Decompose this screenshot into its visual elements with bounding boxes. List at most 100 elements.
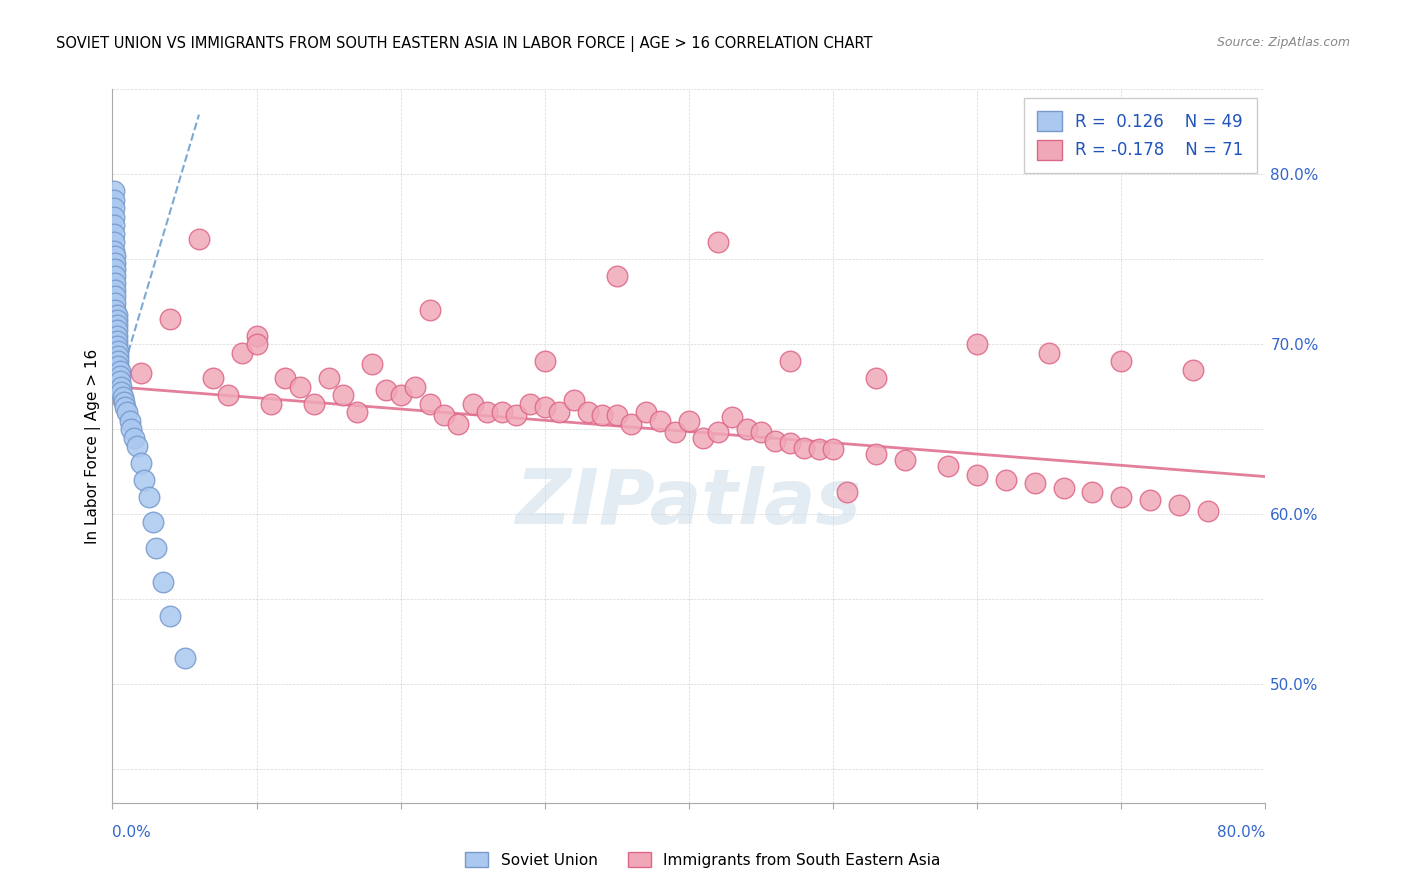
Point — [202, 371, 225, 385]
Point — [103, 218, 125, 232]
Point — [103, 210, 125, 224]
Point — [706, 235, 728, 249]
Point — [375, 383, 398, 397]
Point — [103, 227, 125, 241]
Point — [706, 425, 728, 440]
Point — [592, 409, 614, 423]
Text: 80.0%: 80.0% — [1218, 825, 1265, 840]
Point — [245, 328, 267, 343]
Point — [865, 448, 887, 462]
Point — [1182, 362, 1205, 376]
Point — [145, 541, 167, 555]
Point — [104, 283, 127, 297]
Point — [105, 308, 128, 322]
Point — [260, 396, 283, 410]
Point — [142, 516, 165, 530]
Point — [115, 405, 138, 419]
Point — [125, 439, 148, 453]
Point — [108, 375, 131, 389]
Point — [419, 396, 441, 410]
Point — [318, 371, 340, 385]
Point — [122, 430, 145, 444]
Point — [107, 359, 129, 373]
Point — [793, 441, 815, 455]
Point — [749, 425, 772, 440]
Point — [188, 232, 211, 246]
Point — [606, 269, 628, 284]
Point — [1111, 490, 1133, 504]
Point — [111, 390, 134, 404]
Point — [995, 473, 1018, 487]
Point — [634, 405, 657, 419]
Point — [936, 459, 959, 474]
Point — [692, 430, 714, 444]
Point — [606, 409, 628, 423]
Point — [105, 323, 128, 337]
Point — [533, 400, 555, 414]
Text: ZIPatlas: ZIPatlas — [516, 467, 862, 540]
Point — [346, 405, 368, 419]
Point — [433, 409, 456, 423]
Point — [159, 608, 181, 623]
Point — [404, 379, 426, 393]
Point — [360, 358, 382, 372]
Y-axis label: In Labor Force | Age > 16: In Labor Force | Age > 16 — [86, 349, 101, 543]
Point — [1052, 482, 1074, 496]
Point — [129, 366, 153, 380]
Point — [332, 388, 354, 402]
Point — [104, 289, 127, 303]
Text: SOVIET UNION VS IMMIGRANTS FROM SOUTH EASTERN ASIA IN LABOR FORCE | AGE > 16 COR: SOVIET UNION VS IMMIGRANTS FROM SOUTH EA… — [56, 36, 873, 52]
Point — [1197, 503, 1219, 517]
Point — [548, 405, 571, 419]
Point — [103, 244, 125, 258]
Point — [807, 442, 830, 457]
Point — [576, 405, 599, 419]
Point — [475, 405, 498, 419]
Text: 0.0%: 0.0% — [112, 825, 152, 840]
Point — [664, 425, 686, 440]
Point — [894, 452, 917, 467]
Point — [837, 484, 859, 499]
Point — [108, 364, 131, 378]
Point — [505, 409, 527, 423]
Point — [105, 328, 128, 343]
Point — [129, 456, 153, 470]
Point — [721, 410, 744, 425]
Point — [104, 269, 127, 284]
Text: Source: ZipAtlas.com: Source: ZipAtlas.com — [1216, 36, 1350, 49]
Point — [110, 379, 132, 393]
Point — [173, 651, 195, 665]
Point — [245, 337, 267, 351]
Legend: Soviet Union, Immigrants from South Eastern Asia: Soviet Union, Immigrants from South East… — [458, 844, 948, 875]
Point — [491, 405, 513, 419]
Point — [103, 184, 125, 198]
Point — [779, 354, 801, 368]
Point — [620, 417, 643, 431]
Point — [105, 334, 128, 348]
Legend: R =  0.126    N = 49, R = -0.178    N = 71: R = 0.126 N = 49, R = -0.178 N = 71 — [1024, 97, 1257, 173]
Point — [288, 379, 311, 393]
Point — [104, 296, 127, 310]
Point — [1167, 499, 1189, 513]
Point — [152, 574, 174, 589]
Point — [678, 413, 700, 427]
Point — [112, 394, 135, 409]
Point — [966, 467, 988, 482]
Point — [104, 276, 127, 290]
Point — [304, 396, 326, 410]
Point — [104, 255, 127, 269]
Point — [1139, 493, 1161, 508]
Point — [107, 349, 129, 363]
Point — [274, 371, 297, 385]
Point — [134, 473, 156, 487]
Point — [104, 303, 127, 318]
Point — [821, 442, 844, 457]
Point — [865, 371, 887, 385]
Point — [533, 354, 555, 368]
Point — [104, 249, 127, 263]
Point — [217, 388, 239, 402]
Point — [103, 201, 125, 215]
Point — [231, 345, 253, 359]
Point — [648, 413, 672, 427]
Point — [159, 311, 181, 326]
